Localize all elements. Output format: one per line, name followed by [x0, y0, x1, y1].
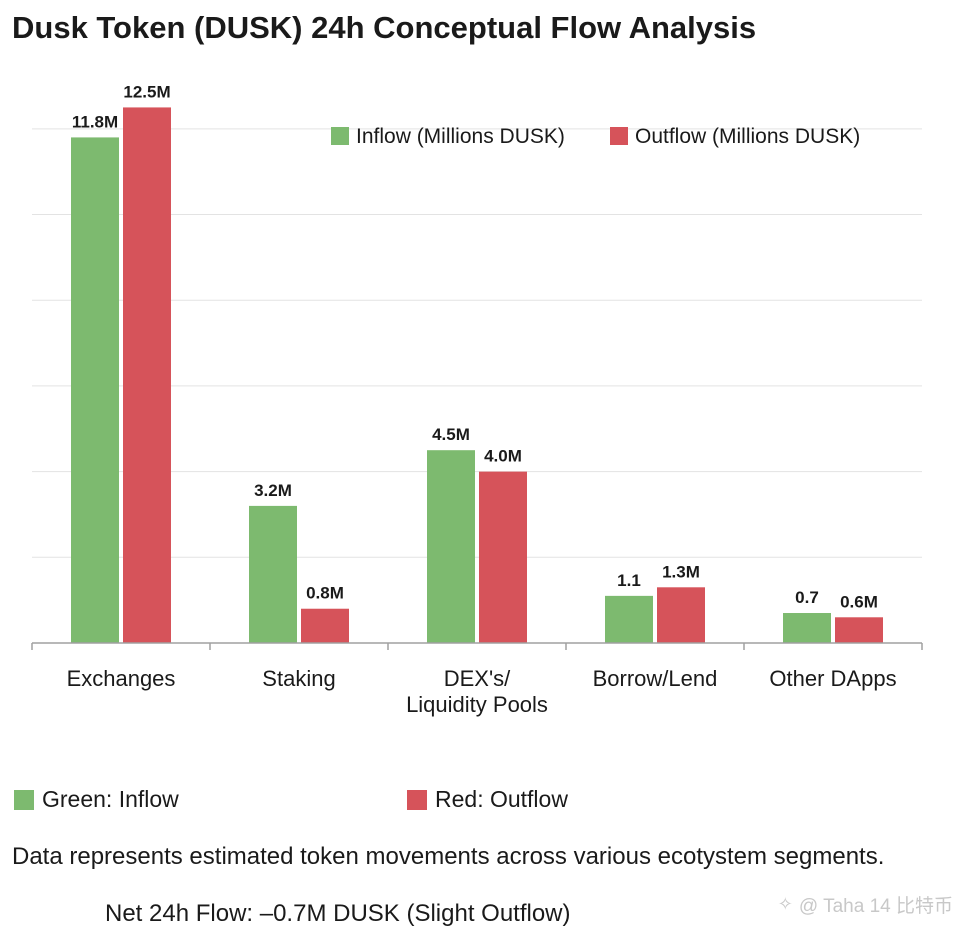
key-inflow-label: Green: Inflow — [42, 786, 179, 812]
key-outflow: Red: Outflow — [407, 786, 568, 813]
watermark-text: @ Taha 14 比特币 — [798, 896, 953, 917]
spark-icon: ✧ — [777, 894, 793, 914]
category-label: Staking — [262, 666, 335, 691]
watermark: ✧ @ Taha 14 比特币 — [778, 891, 953, 918]
inflow-value-label: 4.5M — [432, 425, 470, 444]
inflow-bar — [71, 137, 119, 643]
inflow-value-label: 3.2M — [254, 481, 292, 500]
outflow-bar — [657, 587, 705, 643]
key-inflow: Green: Inflow — [14, 786, 179, 813]
data-note: Data represents estimated token movement… — [12, 843, 885, 870]
category-label: Borrow/Lend — [593, 666, 718, 691]
inflow-value-label: 0.7 — [795, 588, 819, 607]
chart-title: Dusk Token (DUSK) 24h Conceptual Flow An… — [12, 10, 757, 45]
outflow-bar — [123, 107, 171, 643]
inflow-bar — [427, 450, 475, 643]
inflow-bar — [783, 613, 831, 643]
inflow-bar — [605, 595, 653, 643]
outflow-value-label: 12.5M — [123, 82, 170, 101]
key-outflow-swatch — [407, 789, 427, 810]
category-label: Other DApps — [769, 666, 896, 691]
category-label: DEX's/Liquidity Pools — [406, 666, 548, 717]
key-inflow-swatch — [14, 789, 34, 810]
legend-outflow-label: Outflow (Millions DUSK) — [635, 125, 860, 148]
outflow-value-label: 0.8M — [306, 584, 344, 603]
outflow-bar — [301, 608, 349, 643]
outflow-value-label: 1.3M — [662, 562, 700, 581]
category-label: Exchanges — [67, 666, 176, 691]
legend-inflow-label: Inflow (Millions DUSK) — [356, 125, 565, 148]
outflow-value-label: 0.6M — [840, 592, 878, 611]
inflow-bar — [249, 505, 297, 643]
net-flow-summary: Net 24h Flow: –0.7M DUSK (Slight Outflow… — [105, 900, 571, 927]
bar-chart: 11.8M 12.5M Exchanges 3.2M 0.8M Staking 4.5M 4.… — [31, 82, 923, 717]
outflow-bar — [479, 471, 527, 643]
key-outflow-label: Red: Outflow — [435, 786, 568, 812]
legend-outflow-swatch — [610, 127, 628, 145]
legend-inflow-swatch — [331, 127, 349, 145]
outflow-value-label: 4.0M — [484, 447, 522, 466]
inflow-value-label: 1.1 — [617, 571, 641, 590]
outflow-bar — [835, 617, 883, 643]
inflow-value-label: 11.8M — [72, 112, 118, 131]
